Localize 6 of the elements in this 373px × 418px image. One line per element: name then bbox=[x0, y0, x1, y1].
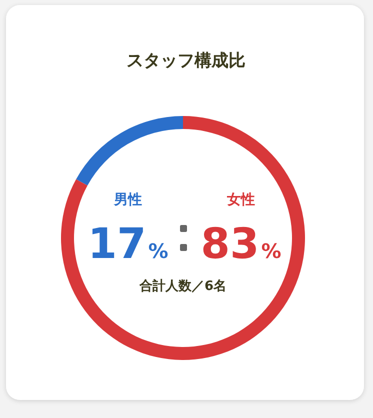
data-label: 17% bbox=[88, 219, 168, 268]
chart-title: スタッフ構成比 bbox=[126, 51, 246, 71]
text: 合計人数／6名 bbox=[138, 278, 227, 294]
slice-label: 女性 bbox=[226, 192, 255, 208]
slice-label: 男性 bbox=[113, 192, 142, 208]
data-label: 83% bbox=[200, 219, 282, 268]
